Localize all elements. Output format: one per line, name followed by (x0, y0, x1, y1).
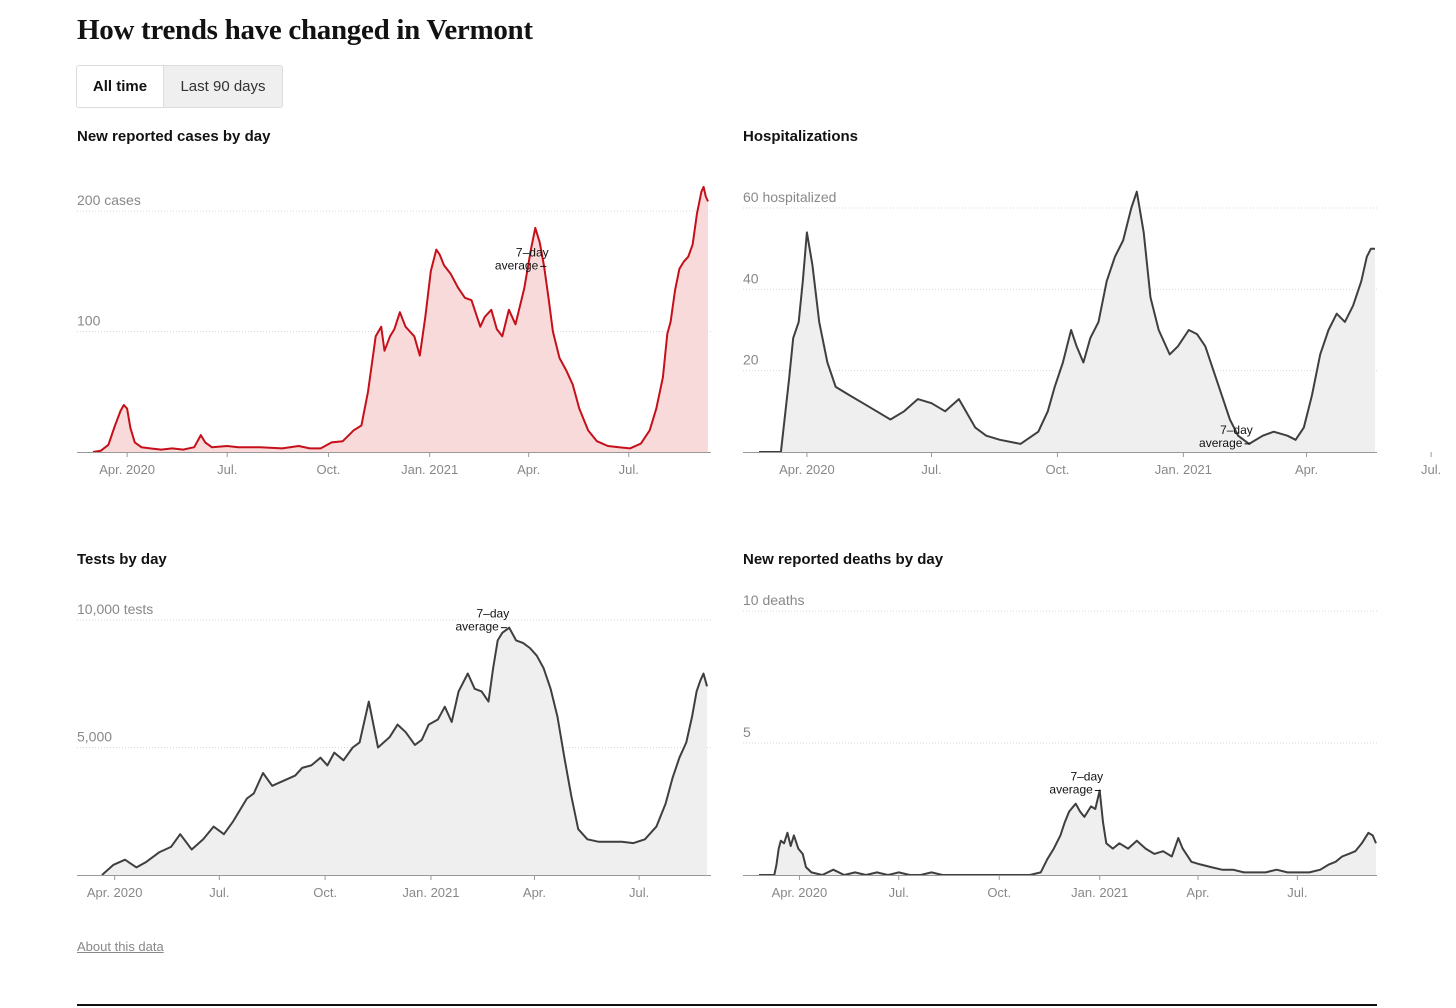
annotation-label-line1: 7–day (1220, 423, 1253, 437)
x-tick-label: Jul. (629, 885, 649, 900)
series-area (759, 790, 1376, 875)
x-tick-label: Jan. 2021 (1071, 885, 1128, 900)
annotation-label-line2: average (1199, 436, 1243, 450)
deaths-chart: 5 10 deaths Apr. 2020 Jul. Oct. Jan. 2021 Apr.… (743, 592, 1377, 900)
x-tick-label: Apr. (517, 462, 540, 477)
bottom-divider (77, 1004, 1377, 1006)
x-tick-label: Jul. (1287, 885, 1307, 900)
annotation-label-line2: average (495, 258, 539, 272)
series-area (93, 186, 708, 452)
x-tick-label: Jul. (1421, 462, 1441, 477)
x-tick-label: Jul. (209, 885, 229, 900)
series-area (102, 627, 707, 875)
time-range-toggle: All time Last 90 days (76, 65, 283, 108)
x-tick-label: Apr. 2020 (772, 885, 828, 900)
series-line (101, 626, 708, 876)
y-tick-label: 5 (743, 724, 751, 740)
all-time-button[interactable]: All time (77, 66, 163, 107)
annotation-label-line2: average (1049, 783, 1093, 797)
x-tick-label: Apr. 2020 (99, 462, 155, 477)
x-tick-label: Jan. 2021 (401, 462, 458, 477)
tests-chart: 5,000 10,000 tests Apr. 2020 Jul. Oct. Jan. 2… (77, 601, 711, 900)
x-tick-label: Oct. (1045, 462, 1069, 477)
y-tick-label: 60 hospitalized (743, 189, 836, 205)
x-tick-label: Apr. (523, 885, 546, 900)
series-line (92, 185, 709, 453)
x-tick-label: Apr. (1186, 885, 1209, 900)
annotation-label-line2: average (455, 620, 499, 634)
x-tick-label: Jul. (619, 462, 639, 477)
x-tick-label: Oct. (317, 462, 341, 477)
series-line (759, 789, 1377, 876)
series-area (759, 191, 1375, 452)
x-tick-label: Apr. 2020 (779, 462, 835, 477)
x-tick-label: Jan. 2021 (402, 885, 459, 900)
x-tick-label: Jan. 2021 (1155, 462, 1212, 477)
page-title: How trends have changed in Vermont (77, 14, 533, 46)
annotation-label-line1: 7–day (516, 245, 549, 259)
y-tick-label: 20 (743, 352, 759, 368)
x-tick-label: Jul. (921, 462, 941, 477)
x-tick-label: Oct. (987, 885, 1011, 900)
annotation-label-line1: 7–day (1070, 770, 1103, 784)
tests-chart-title: Tests by day (77, 551, 167, 568)
cases-chart: 100 200 cases Apr. 2020 Jul. Oct. Jan. 2021 Ap… (77, 185, 711, 477)
last-90-days-button[interactable]: Last 90 days (163, 66, 282, 107)
y-tick-label: 100 (77, 313, 101, 329)
y-tick-label: 10,000 tests (77, 601, 153, 617)
x-tick-label: Apr. (1295, 462, 1318, 477)
x-tick-label: Jul. (889, 885, 909, 900)
hospitalizations-chart: 20 40 60 hospitalized Apr. 2020 Jul. Oct. Jan.… (743, 189, 1441, 477)
deaths-chart-title: New reported deaths by day (743, 551, 944, 568)
series-line (759, 190, 1375, 453)
hospitalizations-chart-title: Hospitalizations (743, 128, 859, 145)
x-tick-label: Jul. (217, 462, 237, 477)
x-tick-label: Oct. (313, 885, 337, 900)
about-this-data-link[interactable]: About this data (77, 939, 164, 954)
cases-chart-title: New reported cases by day (77, 128, 271, 145)
annotation-label-line1: 7–day (477, 607, 510, 621)
y-tick-label: 40 (743, 270, 759, 286)
y-tick-label: 5,000 (77, 729, 112, 745)
y-tick-label: 200 cases (77, 192, 141, 208)
y-tick-label: 10 deaths (743, 592, 805, 608)
x-tick-label: Apr. 2020 (87, 885, 143, 900)
